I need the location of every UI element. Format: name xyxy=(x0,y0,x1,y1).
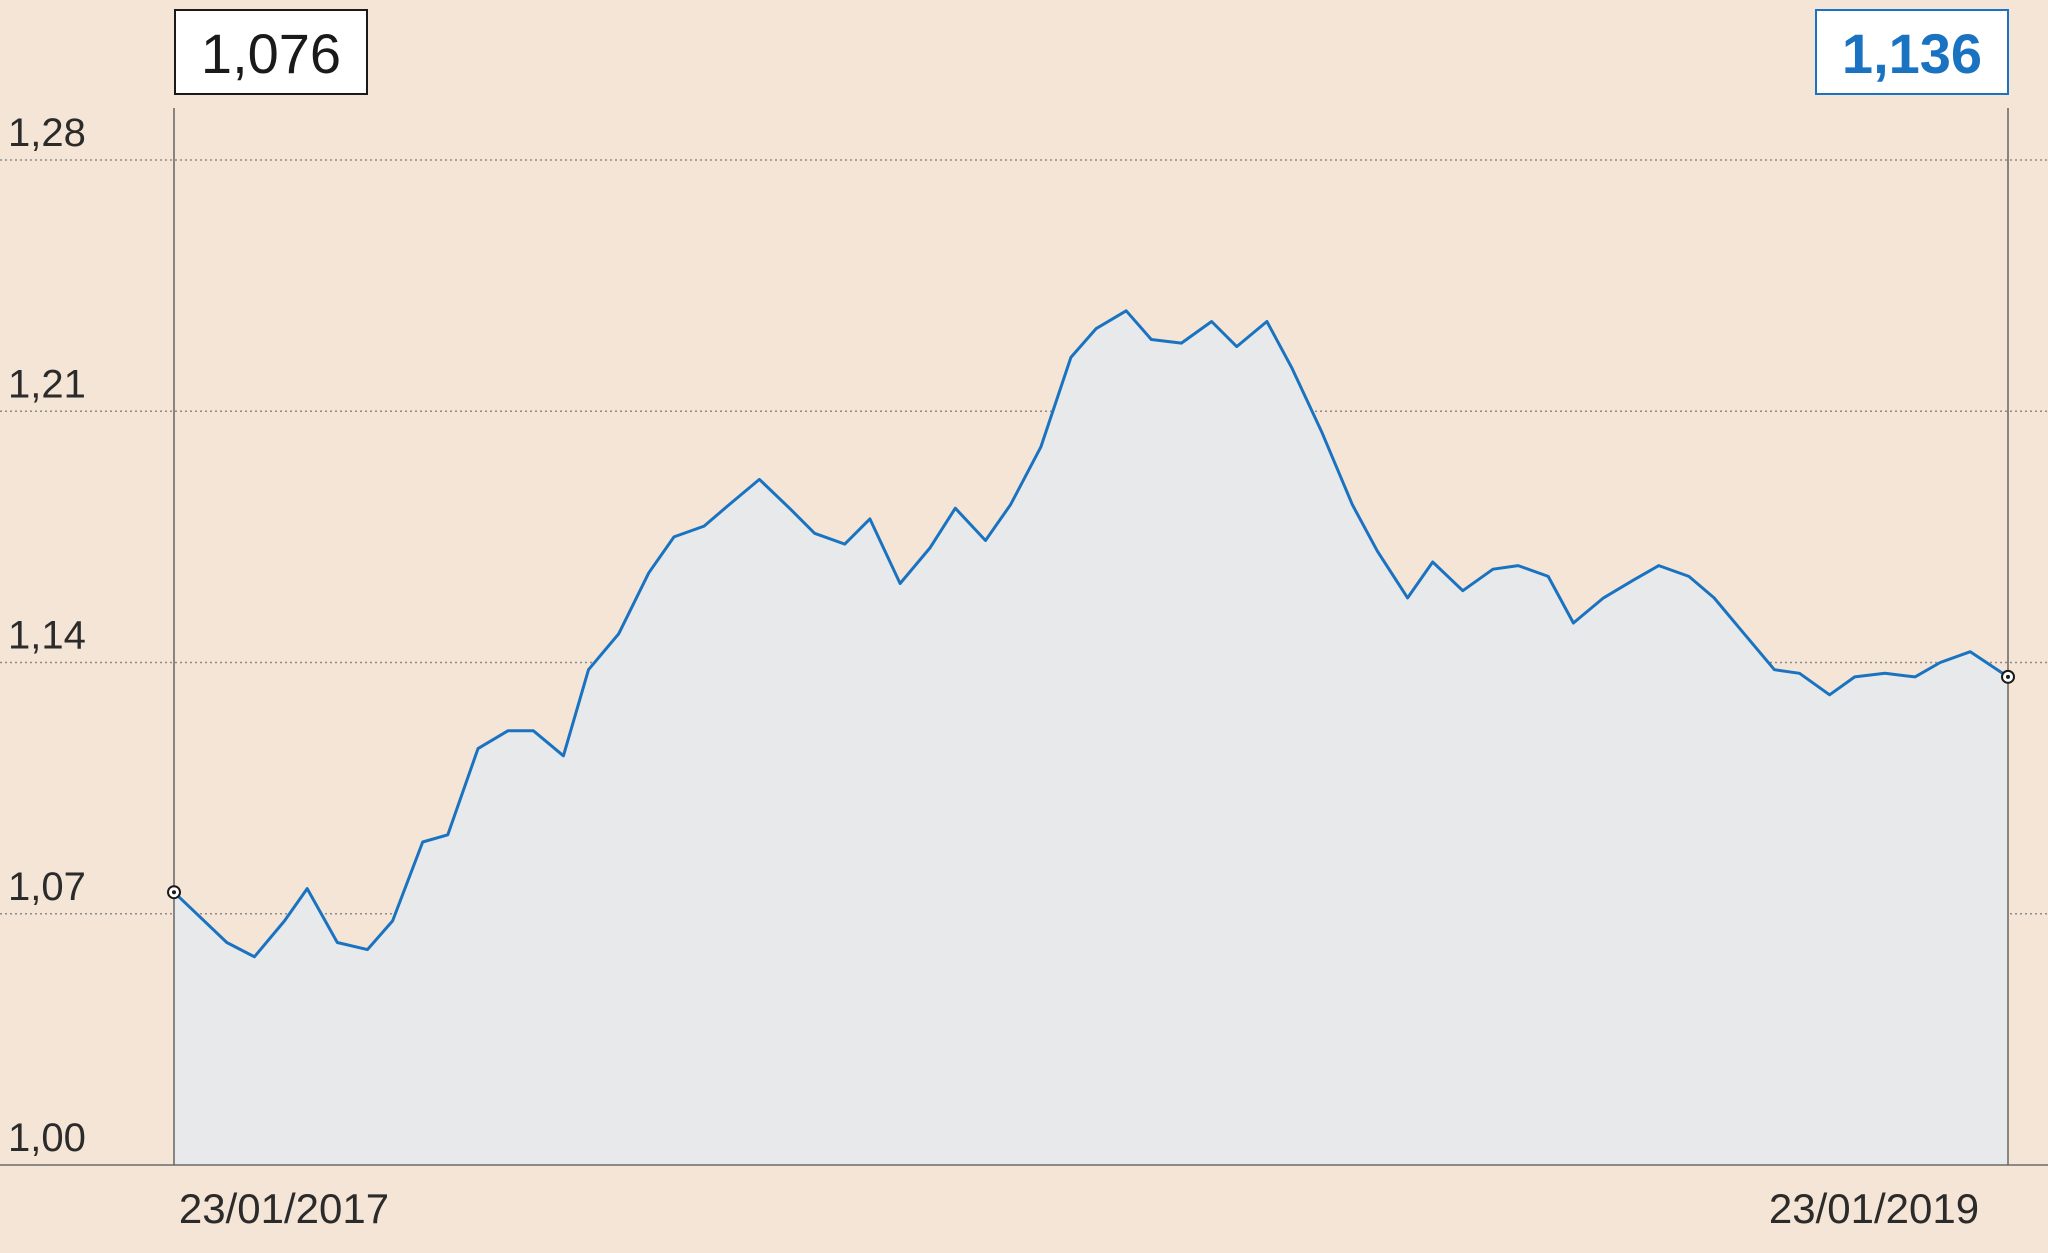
y-tick-label: 1,21 xyxy=(8,362,86,406)
price-line xyxy=(172,309,2009,959)
end-point-marker-center xyxy=(2006,674,2010,679)
start-value-box xyxy=(174,9,368,95)
price-area xyxy=(174,310,2008,1165)
start-point-marker-center xyxy=(172,890,176,895)
grid-layer: 1,00 1,07 1,14 1,21 1,28 xyxy=(0,111,2048,1160)
start-value-label: 1,076 xyxy=(201,22,341,85)
end-value-box xyxy=(1815,9,2009,95)
x-tick-label-start: 23/01/2017 xyxy=(179,1185,389,1232)
y-tick-label: 1,00 xyxy=(8,1116,86,1160)
end-value-label: 1,136 xyxy=(1842,22,1982,85)
y-tick-label: 1,14 xyxy=(8,614,86,658)
y-tick-label: 1,07 xyxy=(8,865,86,909)
y-tick-label: 1,28 xyxy=(8,111,86,155)
x-tick-label-end: 23/01/2019 xyxy=(1769,1185,1979,1232)
